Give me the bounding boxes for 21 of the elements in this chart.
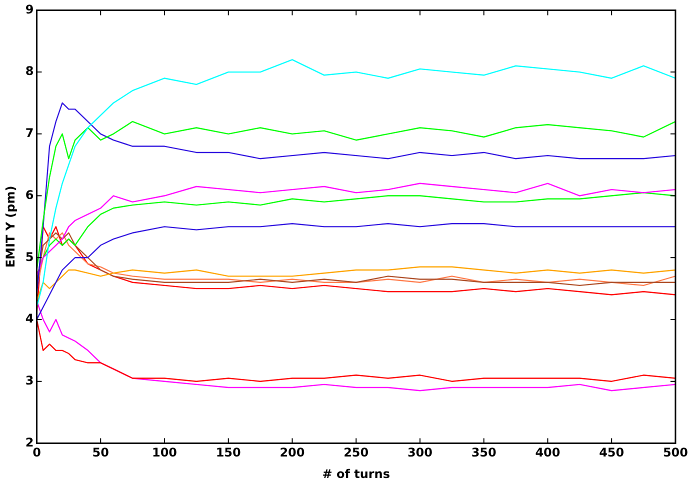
- x-tick-label: 450: [599, 446, 624, 460]
- y-tick-label: 2: [25, 435, 34, 450]
- x-tick-label: 0: [32, 446, 41, 460]
- x-tick-label: 150: [216, 446, 241, 460]
- y-tick-label: 7: [25, 126, 34, 140]
- x-axis-title: # of turns: [322, 466, 390, 481]
- y-tick-label: 3: [25, 373, 34, 388]
- x-tick-label: 400: [535, 446, 560, 460]
- x-tick-label: 100: [152, 446, 178, 460]
- y-axis-title: EMIT Y (pm): [3, 186, 18, 268]
- x-tick-label: 500: [662, 446, 688, 460]
- y-tick-label: 9: [25, 2, 34, 16]
- y-tick-label: 5: [25, 250, 34, 264]
- y-tick-label: 4: [25, 312, 34, 326]
- y-tick-label: 8: [25, 64, 34, 78]
- x-tick-label: 300: [407, 446, 433, 460]
- y-tick-label: 6: [25, 188, 34, 202]
- x-tick-label: 50: [92, 446, 109, 460]
- x-tick-label: 250: [344, 446, 369, 460]
- x-tick-label: 200: [280, 446, 305, 460]
- x-tick-label: 350: [471, 446, 496, 460]
